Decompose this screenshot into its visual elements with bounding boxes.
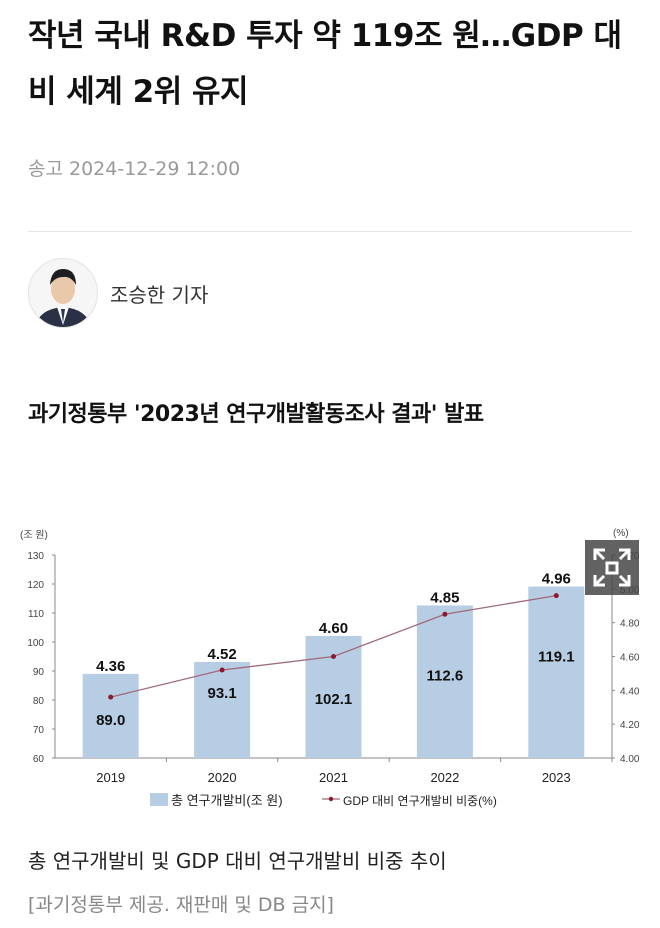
- bar-value-label: 112.6: [427, 667, 464, 684]
- image-credit: [과기정통부 제공. 재판매 및 DB 금지]: [28, 894, 334, 916]
- gdp-ratio-label: 4.36: [96, 658, 125, 675]
- right-tick-label: 4.40: [620, 686, 640, 697]
- x-tick-label: 2021: [319, 770, 348, 785]
- bar-2023: [528, 586, 585, 758]
- gdp-ratio-label: 4.52: [207, 646, 236, 663]
- gdp-ratio-point-2020: [219, 667, 225, 673]
- gdp-ratio-point-2019: [108, 694, 114, 700]
- article-title: 작년 국내 R&D 투자 약 119조 원…GDP 대비 세계 2위 유지: [28, 18, 622, 110]
- gdp-ratio-label: 4.60: [319, 620, 348, 637]
- left-tick-label: 100: [27, 638, 44, 649]
- left-tick-label: 130: [27, 551, 44, 562]
- right-tick-label: 4.80: [620, 619, 640, 630]
- bar-2020: [194, 662, 251, 758]
- bar-value-label: 119.1: [538, 649, 575, 666]
- bar-value-label: 93.1: [207, 685, 236, 702]
- rd-investment-chart: (조 원) (%) 60 70 80 90 100 110 120 130 4.00 4.20 4.40…: [20, 528, 640, 808]
- left-tick-label: 70: [33, 725, 45, 736]
- x-tick-label: 2023: [542, 770, 571, 785]
- x-tick-label: 2019: [96, 770, 125, 785]
- gdp-ratio-point-2022: [442, 611, 448, 617]
- bar-value-label: 89.0: [96, 712, 125, 729]
- gdp-ratio-point-2021: [331, 654, 336, 659]
- article-subheading: 과기정통부 '2023년 연구개발활동조사 결과' 발표: [28, 402, 484, 427]
- expand-image-button[interactable]: [585, 540, 639, 595]
- expand-icon: [593, 548, 631, 587]
- gdp-ratio-label: 4.85: [430, 589, 459, 606]
- left-tick-label: 120: [27, 580, 44, 591]
- bar-2019: [82, 673, 139, 758]
- reporter-name[interactable]: 조승한 기자: [110, 283, 209, 307]
- left-axis-label: (조 원): [20, 529, 48, 541]
- gdp-ratio-label: 4.96: [542, 571, 571, 588]
- image-caption: 총 연구개발비 및 GDP 대비 연구개발비 비중 추이: [28, 849, 447, 873]
- gdp-ratio-point-2023: [553, 593, 559, 599]
- bar-2022: [416, 605, 473, 758]
- x-tick-label: 2022: [430, 770, 459, 785]
- legend-bar-label: 총 연구개발비(조 원): [171, 793, 283, 808]
- reporter-avatar[interactable]: [28, 258, 98, 328]
- publish-date: 송고 2024-12-29 12:00: [28, 158, 241, 180]
- right-tick-label: 4.60: [620, 653, 640, 664]
- left-tick-label: 80: [33, 696, 45, 707]
- left-tick-label: 90: [33, 667, 45, 678]
- legend-line-label: GDP 대비 연구개발비 비중(%): [343, 794, 497, 808]
- left-tick-label: 60: [33, 754, 45, 765]
- right-axis-label: (%): [613, 528, 629, 539]
- legend-line-marker: [328, 796, 334, 802]
- bar-value-label: 102.1: [315, 691, 353, 708]
- left-tick-label: 110: [28, 609, 44, 620]
- legend-bar-swatch: [150, 793, 168, 806]
- right-tick-label: 4.20: [620, 720, 640, 731]
- x-tick-label: 2020: [208, 770, 237, 785]
- divider: [28, 231, 632, 232]
- right-tick-label: 4.00: [620, 754, 640, 765]
